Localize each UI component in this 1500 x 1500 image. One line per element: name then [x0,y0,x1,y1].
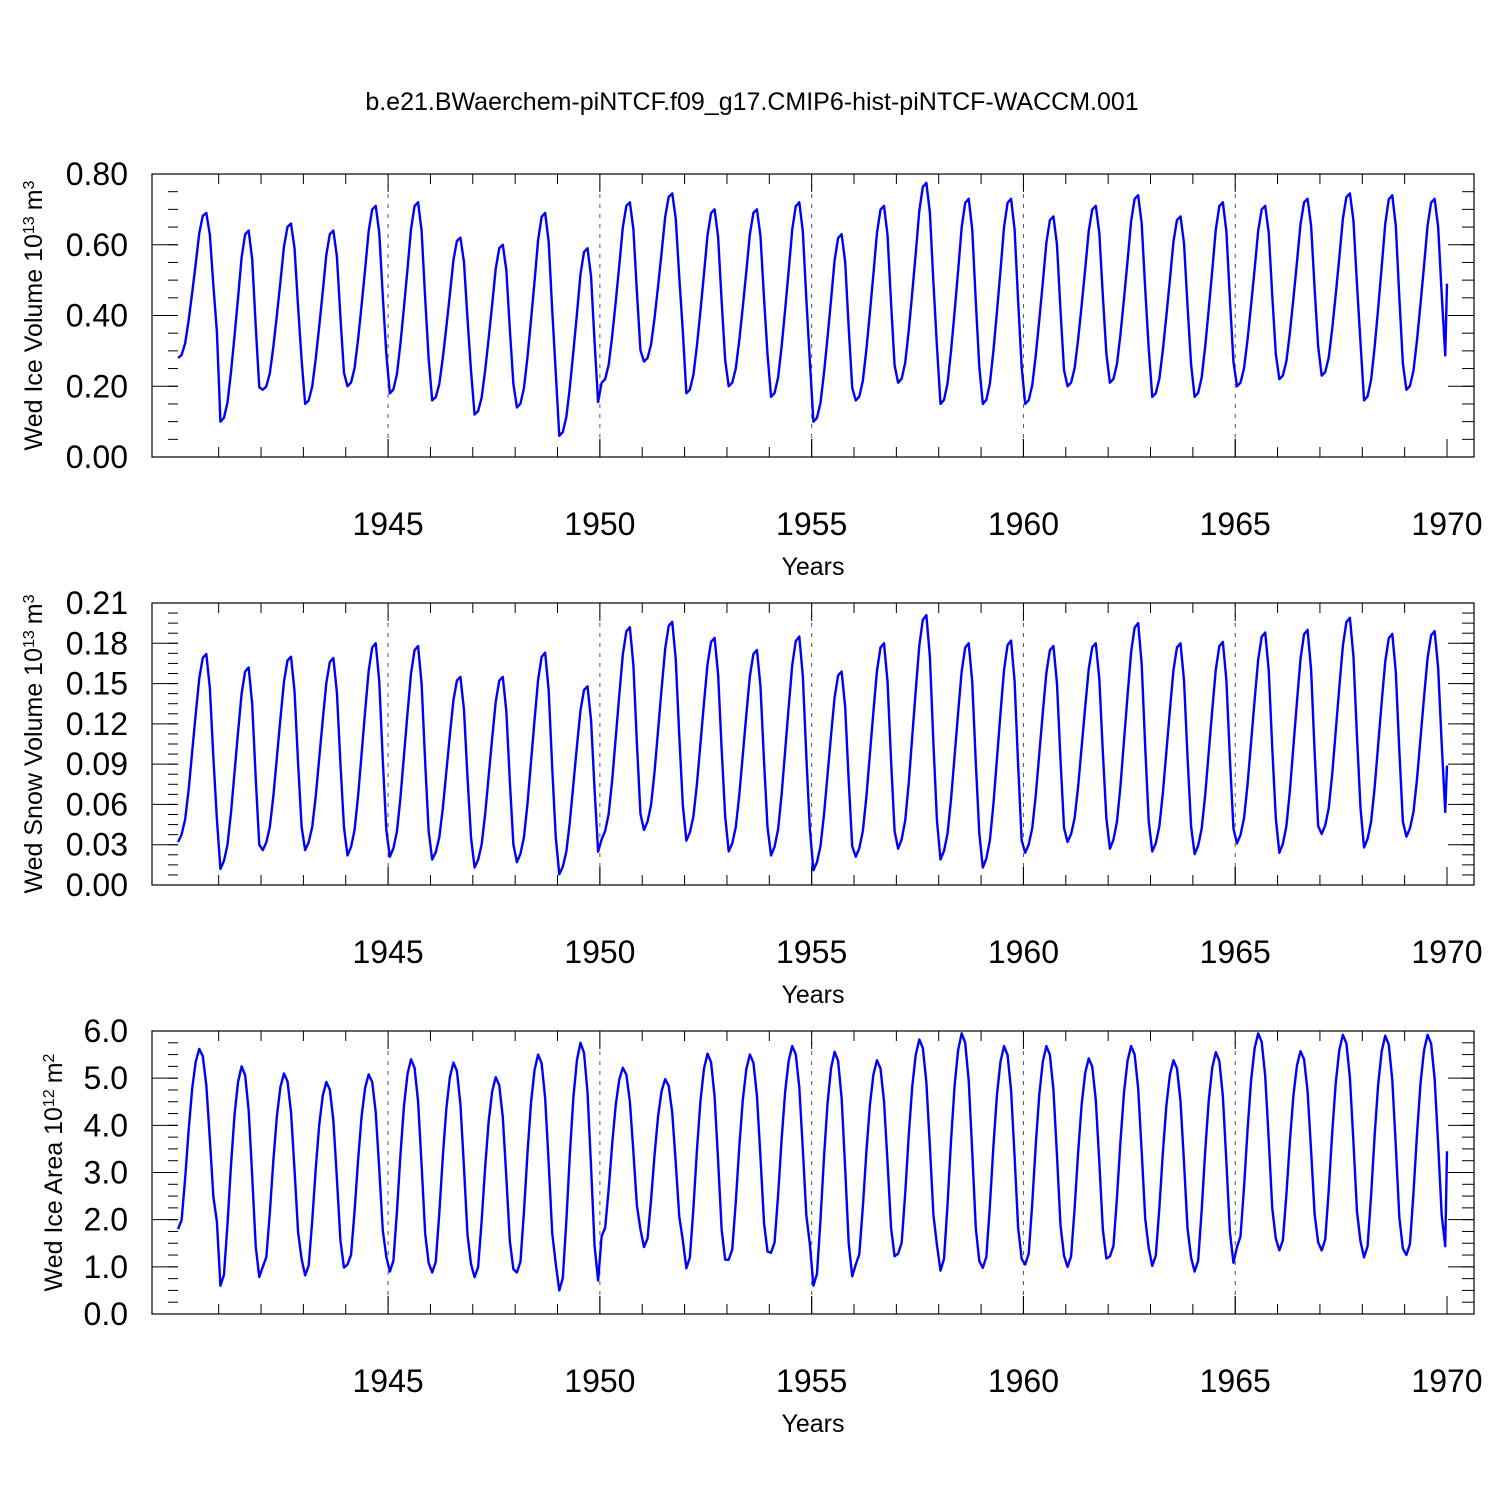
y-axis-title-part: Wed Snow Volume 10 [20,648,48,894]
x-tick-label: 1945 [352,1363,423,1399]
y-axis-title-part: m [20,189,48,210]
y-axis-title-part: Wed Ice Area 10 [40,1107,68,1291]
figure-title: b.e21.BWaerchem-piNTCF.f09_g17.CMIP6-his… [365,88,1138,116]
series-line [176,613,1449,876]
x-tick-label: 1960 [988,934,1059,970]
x-tick-label: 1945 [352,506,423,542]
y-axis-title-part: 3 [21,180,38,189]
y-tick-label: 0.0 [84,1296,128,1332]
y-tick-label: 0.12 [66,706,128,742]
y-tick-label: 1.0 [84,1249,128,1285]
series-line [177,181,1449,437]
chart-panel-3: 1945 1950 1955 1960 1965 1970 Years 0.0 1.0 2.0 3.… [40,1013,1483,1438]
y-axis-title: Wed Ice Volume 1013 m3 [20,180,48,450]
y-tick-label: 0.20 [66,368,128,404]
x-axis-title: Years [781,553,844,581]
y-axis-title: Wed Snow Volume 1013 m3 [20,594,48,893]
y-tick-label: 0.00 [66,439,128,475]
x-tick-label: 1955 [776,1363,847,1399]
y-tick-label: 3.0 [84,1155,128,1191]
y-tick-label: 0.15 [66,666,128,702]
x-tick-label: 1960 [988,1363,1059,1399]
y-tick-label: 0.21 [66,585,128,621]
x-tick-label: 1965 [1200,506,1271,542]
y-tick-label: 0.40 [66,298,128,334]
y-tick-label: 0.06 [66,786,128,822]
y-tick-label: 2.0 [84,1202,128,1238]
y-tick-label: 0.00 [66,867,128,903]
x-tick-label: 1950 [564,506,635,542]
y-tick-label: 0.60 [66,227,128,263]
x-axis-title: Years [781,981,844,1009]
y-axis-title: Wed Ice Area 1012 m2 [40,1053,68,1291]
y-tick-label: 5.0 [84,1060,128,1096]
chart-panel-1: 1945 1950 1955 1960 1965 1970 Years 0.00 0.20 0.4… [20,156,1483,581]
y-tick-label: 0.09 [66,746,128,782]
y-tick-label: 0.80 [66,156,128,192]
y-tick-label: 0.03 [66,827,128,863]
series-line [176,1032,1449,1292]
x-tick-label: 1955 [776,934,847,970]
y-axis-title-part: 3 [21,594,38,603]
y-axis-title-part: 13 [21,630,38,648]
x-tick-label: 1960 [988,506,1059,542]
x-tick-label: 1965 [1200,934,1271,970]
x-tick-label: 1970 [1411,934,1482,970]
y-axis-title-part: 12 [41,1089,58,1107]
x-tick-label: 1970 [1411,506,1482,542]
x-tick-label: 1970 [1411,1363,1482,1399]
x-tick-label: 1950 [564,934,635,970]
y-tick-label: 0.18 [66,625,128,661]
y-axis-title-part: 2 [41,1053,58,1062]
x-tick-label: 1950 [564,1363,635,1399]
x-tick-label: 1965 [1200,1363,1271,1399]
y-axis-title-part: m [20,603,48,624]
y-axis-title-part: 13 [21,216,38,234]
y-axis-title-part: Wed Ice Volume 10 [20,234,48,450]
x-axis-title: Years [781,1410,844,1438]
chart-panel-2: 1945 1950 1955 1960 1965 1970 Years 0.00 0.03 0.0… [20,585,1483,1009]
plot-frame [151,602,1475,886]
y-tick-label: 6.0 [84,1013,128,1049]
x-tick-label: 1945 [352,934,423,970]
y-tick-label: 4.0 [84,1107,128,1143]
y-axis-title-part: m [40,1062,68,1083]
x-tick-label: 1955 [776,506,847,542]
